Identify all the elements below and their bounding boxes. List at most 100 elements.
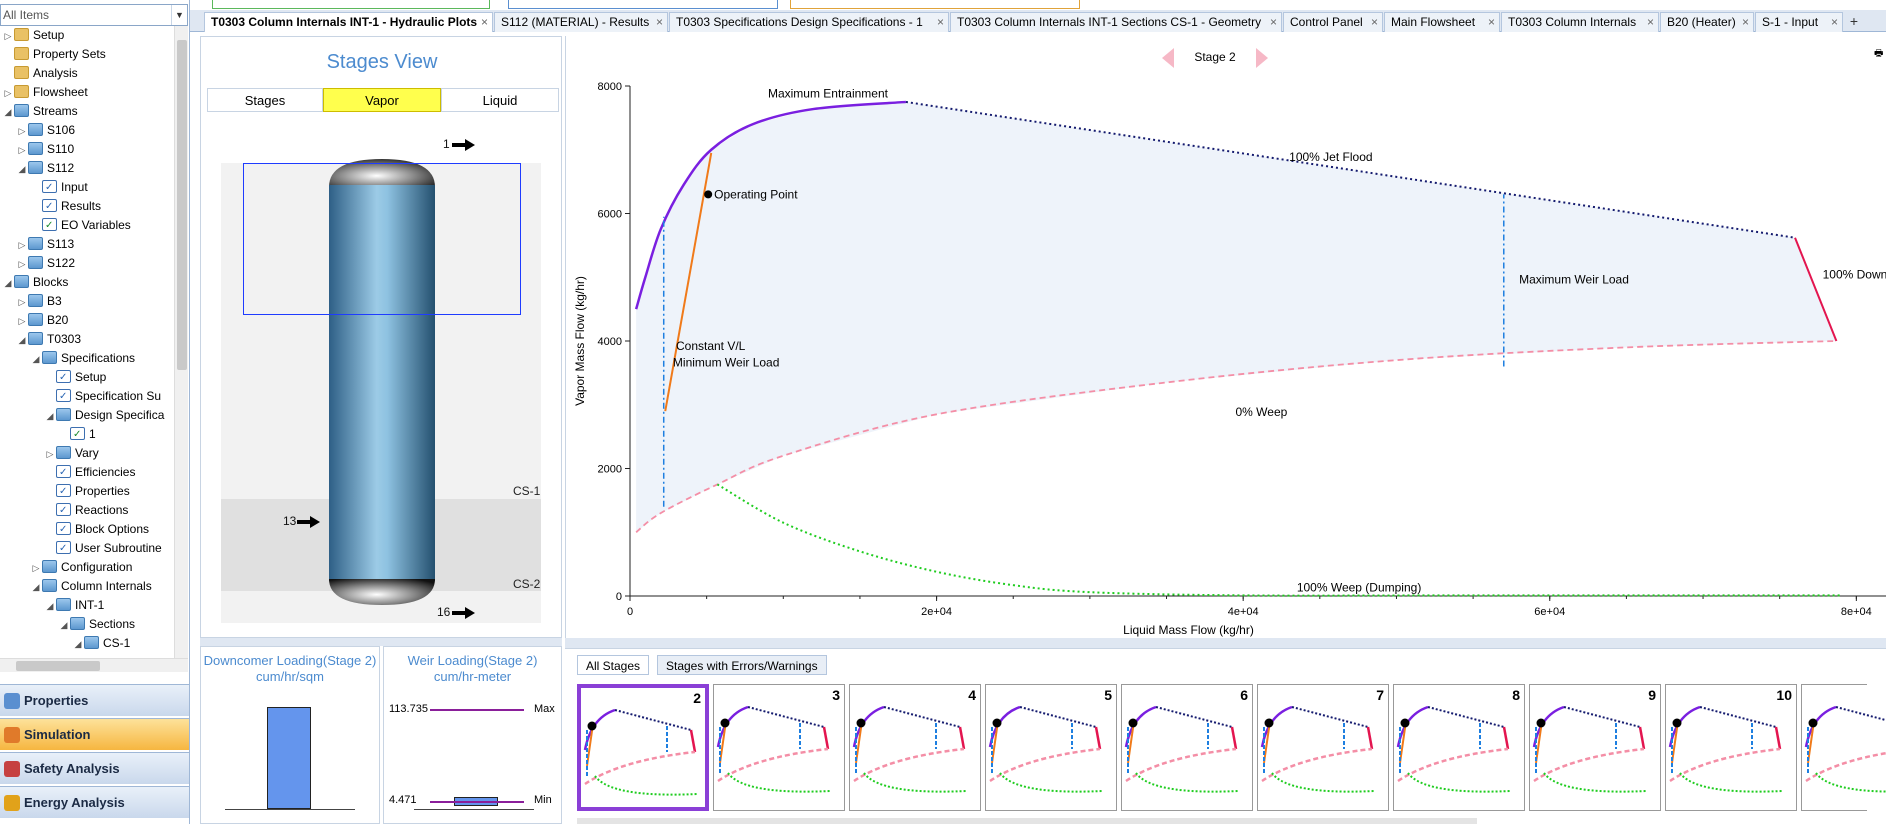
next-stage-icon[interactable] — [1256, 48, 1268, 68]
close-icon[interactable]: × — [1830, 15, 1838, 29]
expand-toggle-icon[interactable]: ◢ — [46, 601, 54, 611]
tree-item[interactable]: 1 — [58, 425, 96, 444]
stage-thumbnail[interactable]: 4 — [849, 684, 981, 811]
tree-item[interactable]: EO Variables — [30, 216, 131, 235]
tree-item[interactable]: ▷ S106 — [16, 121, 75, 140]
close-icon[interactable]: × — [1741, 15, 1749, 29]
tree-item[interactable]: ▷ S110 — [16, 140, 74, 159]
expand-toggle-icon[interactable]: ◢ — [60, 620, 68, 630]
tree-item[interactable]: ▷ Flowsheet — [2, 83, 88, 102]
panel-splitter[interactable] — [200, 638, 562, 646]
tab-stages-with-errors[interactable]: Stages with Errors/Warnings — [657, 655, 827, 675]
expand-toggle-icon[interactable]: ▷ — [18, 145, 26, 155]
tab-vapor[interactable]: Vapor — [323, 88, 441, 112]
search-box[interactable]: All Items ▼ — [0, 4, 188, 26]
close-icon[interactable]: × — [480, 15, 488, 29]
expand-toggle-icon[interactable]: ◢ — [4, 278, 12, 288]
chevron-down-icon[interactable]: ▼ — [171, 5, 187, 25]
tree-item[interactable]: ▷ S122 — [16, 254, 75, 273]
document-tab[interactable]: Main Flowsheet × — [1384, 12, 1500, 32]
document-tab[interactable]: S-1 - Input × — [1755, 12, 1843, 32]
add-tab-icon[interactable]: + — [1849, 13, 1859, 29]
tree-item[interactable]: ◢ Design Specifica — [44, 406, 164, 425]
nav-button[interactable]: Properties — [0, 684, 189, 716]
expand-toggle-icon[interactable]: ◢ — [32, 354, 40, 364]
close-icon[interactable]: × — [1370, 15, 1378, 29]
stage-thumbnail[interactable]: 2 — [577, 684, 709, 811]
tree-item[interactable]: ◢ S112 — [16, 159, 74, 178]
expand-toggle-icon[interactable]: ▷ — [46, 449, 54, 459]
stage-thumbnail[interactable]: 5 — [985, 684, 1117, 811]
tab-all-stages[interactable]: All Stages — [577, 655, 650, 675]
tree-vertical-scrollbar[interactable] — [174, 26, 188, 658]
search-input[interactable]: All Items — [3, 8, 50, 22]
thumbnail-scrollbar[interactable] — [577, 818, 1477, 824]
close-icon[interactable]: × — [1487, 15, 1495, 29]
tree-item[interactable]: ▷ Vary — [44, 444, 99, 463]
stage-thumbnail[interactable]: 3 — [713, 684, 845, 811]
tree-item[interactable]: Setup — [44, 368, 106, 387]
tree-item[interactable]: ▷ Setup — [2, 26, 64, 45]
tab-liquid[interactable]: Liquid — [441, 88, 559, 112]
tree-item[interactable]: ▷ S113 — [16, 235, 74, 254]
stage-thumbnail[interactable]: 7 — [1257, 684, 1389, 811]
tree-item[interactable]: Results — [30, 197, 101, 216]
tab-stages[interactable]: Stages — [207, 88, 323, 112]
expand-toggle-icon[interactable]: ▷ — [4, 88, 12, 98]
tree-item[interactable]: Efficiencies — [44, 463, 135, 482]
tree-item[interactable]: ◢ Column Internals — [30, 577, 152, 596]
stage-thumbnail[interactable] — [1801, 684, 1886, 811]
stage-thumbnail[interactable]: 6 — [1121, 684, 1253, 811]
expand-toggle-icon[interactable]: ◢ — [18, 164, 26, 174]
document-tab[interactable]: T0303 Column Internals INT-1 - Hydraulic… — [204, 12, 493, 32]
nav-button[interactable]: Energy Analysis — [0, 786, 189, 818]
hydraulic-plot-chart[interactable]: 0 2e+04 4e+04 6e+04 8e+04 0 2000 4000 6000 8000 Li… — [566, 36, 1886, 638]
expand-toggle-icon[interactable]: ◢ — [46, 411, 54, 421]
previous-stage-icon[interactable] — [1162, 48, 1174, 68]
document-tab[interactable]: T0303 Column Internals × — [1501, 12, 1659, 32]
close-icon[interactable]: × — [655, 15, 663, 29]
document-tab[interactable]: T0303 Column Internals INT-1 Sections CS… — [950, 12, 1282, 32]
document-tab[interactable]: B20 (Heater) × — [1660, 12, 1754, 32]
tree-item[interactable]: ◢ Specifications — [30, 349, 135, 368]
panel-splitter[interactable] — [565, 638, 1886, 648]
tree-item[interactable]: ◢ Sections — [58, 615, 135, 634]
tree-item[interactable]: ▷ B3 — [16, 292, 62, 311]
print-icon[interactable]: 🖶 — [1874, 48, 1884, 59]
tree-item[interactable]: ◢ INT-1 — [44, 596, 104, 615]
expand-toggle-icon[interactable]: ▷ — [18, 126, 26, 136]
tree-item[interactable]: Specification Su — [44, 387, 161, 406]
expand-toggle-icon[interactable]: ▷ — [18, 316, 26, 326]
document-tab[interactable]: S112 (MATERIAL) - Results × — [494, 12, 668, 32]
tree-item[interactable]: ◢ T0303 — [16, 330, 81, 349]
tree-item[interactable]: Reactions — [44, 501, 128, 520]
tree-item[interactable]: Property Sets — [2, 45, 106, 64]
expand-toggle-icon[interactable]: ▷ — [4, 31, 12, 41]
tree-item[interactable]: ◢ Streams — [2, 102, 78, 121]
expand-toggle-icon[interactable]: ◢ — [4, 107, 12, 117]
nav-button[interactable]: Simulation — [0, 718, 189, 750]
expand-toggle-icon[interactable]: ▷ — [32, 563, 40, 573]
expand-toggle-icon[interactable]: ▷ — [18, 240, 26, 250]
tree-horizontal-scrollbar[interactable] — [0, 658, 188, 672]
stage-thumbnail[interactable]: 8 — [1393, 684, 1525, 811]
tree-item[interactable]: Analysis — [2, 64, 78, 83]
expand-toggle-icon[interactable]: ◢ — [32, 582, 40, 592]
close-icon[interactable]: × — [1646, 15, 1654, 29]
document-tab[interactable]: Control Panel × — [1283, 12, 1383, 32]
selected-stage-region[interactable] — [243, 163, 521, 315]
tree-item[interactable]: ▷ Configuration — [30, 558, 132, 577]
stage-thumbnail[interactable]: 9 — [1529, 684, 1661, 811]
document-tab[interactable]: T0303 Specifications Design Specificatio… — [669, 12, 949, 32]
tree-item[interactable]: Input — [30, 178, 88, 197]
expand-toggle-icon[interactable]: ▷ — [18, 297, 26, 307]
tree-item[interactable]: ▷ B20 — [16, 311, 68, 330]
stage-thumbnail[interactable]: 10 — [1665, 684, 1797, 811]
tree-item[interactable]: ◢ CS-1 — [72, 634, 130, 653]
close-icon[interactable]: × — [936, 15, 944, 29]
tree-item[interactable]: ◢ Blocks — [2, 273, 68, 292]
close-icon[interactable]: × — [1269, 15, 1277, 29]
tree-item[interactable]: Properties — [44, 482, 130, 501]
expand-toggle-icon[interactable]: ◢ — [18, 335, 26, 345]
tree-item[interactable]: Block Options — [44, 520, 149, 539]
